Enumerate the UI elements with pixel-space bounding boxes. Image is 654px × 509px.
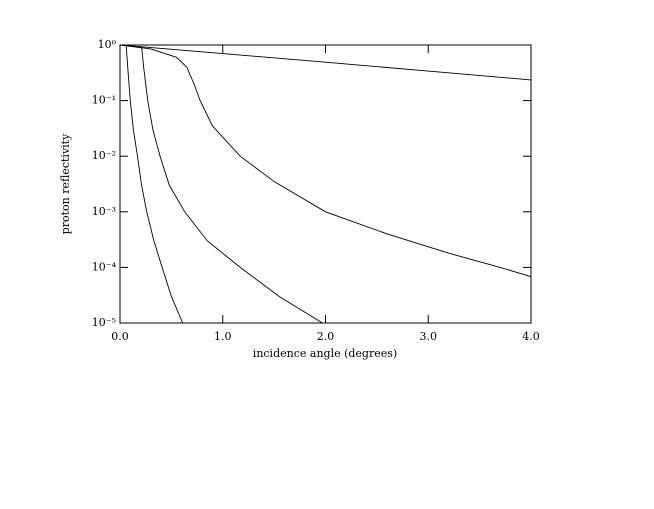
y-tick-label: 10⁻³ — [92, 205, 116, 218]
y-tick-label: 10⁻² — [92, 149, 116, 162]
y-axis-label: proton reflectivity — [59, 133, 72, 234]
x-axis-label: incidence angle (degrees) — [253, 347, 397, 360]
series-line — [141, 46, 323, 324]
series-line — [119, 44, 532, 278]
x-tick-label: 1.0 — [214, 330, 232, 343]
x-tick-label: 4.0 — [522, 330, 540, 343]
x-tick-label: 0.0 — [111, 330, 129, 343]
series-line — [125, 44, 184, 324]
x-tick-label: 3.0 — [420, 330, 438, 343]
x-tick-label: 2.0 — [317, 330, 335, 343]
y-tick-label: 10⁻⁴ — [92, 260, 117, 273]
plot-frame — [119, 44, 532, 324]
series-line — [119, 44, 532, 81]
y-tick-label: 10⁻¹ — [92, 94, 116, 107]
y-tick-label: 10⁻⁵ — [92, 316, 116, 329]
y-tick-label: 10⁰ — [98, 38, 117, 51]
